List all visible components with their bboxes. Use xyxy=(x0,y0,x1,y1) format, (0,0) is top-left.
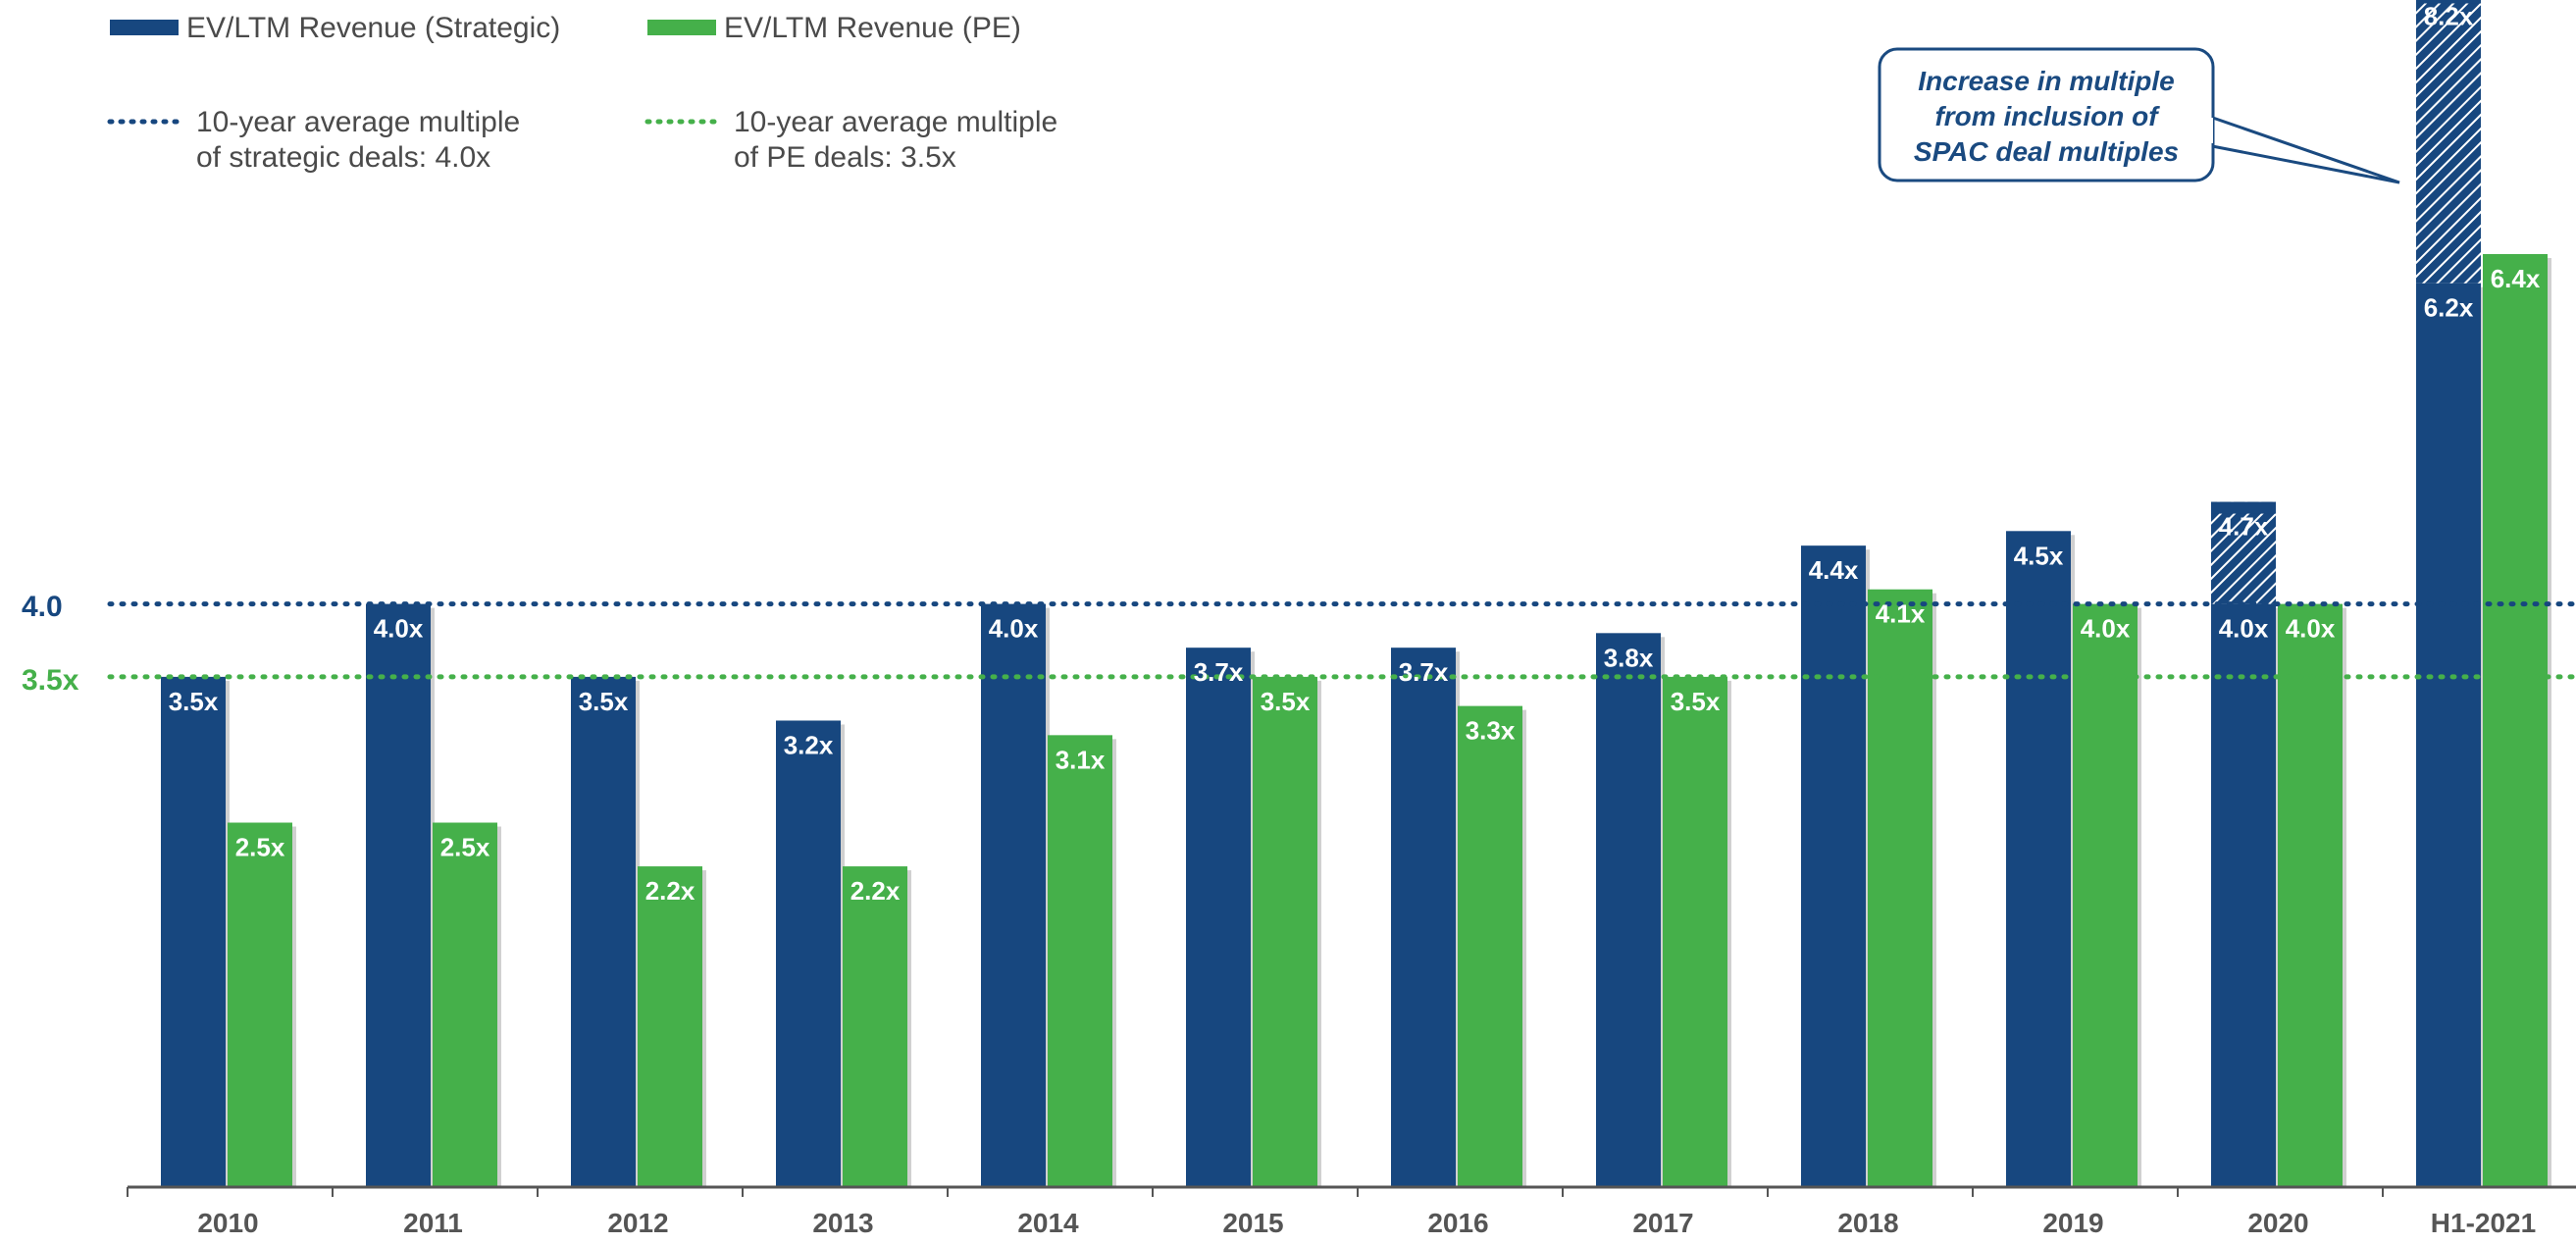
bar-label-strategic-2018: 4.4x xyxy=(1809,555,1859,585)
tick-label-2020: 2020 xyxy=(2247,1208,2308,1238)
bar-pe-2015 xyxy=(1253,676,1317,1187)
bar-strategic-2010 xyxy=(161,676,226,1187)
bar-spac-increment-H1-2021 xyxy=(2416,0,2481,284)
bar-label-pe-2016: 3.3x xyxy=(1466,716,1516,746)
bar-label-pe-2011: 2.5x xyxy=(440,833,490,862)
legend: EV/LTM Revenue (Strategic) EV/LTM Revenu… xyxy=(107,12,1057,174)
bar-label-spac-2020: 4.7x xyxy=(2219,512,2269,542)
callout-line3: SPAC deal multiples xyxy=(1914,136,2179,167)
bar-pe-2010 xyxy=(228,822,292,1187)
bar-label-strategic-2012: 3.5x xyxy=(579,687,629,716)
bar-strategic-2019 xyxy=(2006,531,2071,1187)
bar-label-strategic-2019: 4.5x xyxy=(2014,541,2064,570)
bar-spac-cap-2020 xyxy=(2211,501,2276,514)
callout-line2: from inclusion of xyxy=(1934,101,2160,131)
legend-label-pe: EV/LTM Revenue (PE) xyxy=(724,12,1021,44)
bar-strategic-2015 xyxy=(1186,648,1251,1187)
bar-label-strategic-2013: 3.2x xyxy=(784,730,834,759)
bar-spac-cap-H1-2021 xyxy=(2416,0,2481,4)
bar-label-pe-2017: 3.5x xyxy=(1671,687,1721,716)
legend-avg-strategic-line1: 10-year average multiple xyxy=(196,106,520,138)
bar-pe-2016 xyxy=(1458,705,1522,1187)
bar-strategic-2013 xyxy=(776,720,841,1187)
avg-pe-label: 3.5x xyxy=(22,664,79,697)
tick-label-2010: 2010 xyxy=(197,1208,258,1238)
bar-label-pe-2015: 3.5x xyxy=(1261,687,1311,716)
tick-label-2017: 2017 xyxy=(1632,1208,1693,1238)
bar-label-pe-H1-2021: 6.4x xyxy=(2491,264,2541,293)
bar-pe-2013 xyxy=(843,866,907,1187)
legend-avg-pe-line1: 10-year average multiple xyxy=(734,106,1057,138)
bar-strategic-2012 xyxy=(571,676,636,1187)
tick-label-H1-2021: H1-2021 xyxy=(2431,1208,2536,1238)
bar-label-strategic-2011: 4.0x xyxy=(374,614,424,644)
reference-lines xyxy=(107,601,2576,680)
legend-swatch-strategic xyxy=(110,20,179,35)
bar-pe-2019 xyxy=(2073,603,2138,1187)
bar-spac-increment-2020 xyxy=(2211,501,2276,604)
bar-label-strategic-2010: 3.5x xyxy=(169,687,219,716)
bar-label-strategic-H1-2021: 6.2x xyxy=(2424,293,2474,323)
bar-label-pe-2014: 3.1x xyxy=(1056,745,1106,774)
callout-pointer xyxy=(2206,114,2400,184)
bar-label-pe-2013: 2.2x xyxy=(850,876,901,906)
bar-strategic-2020 xyxy=(2211,603,2276,1187)
bar-label-spac-H1-2021: 8.2x xyxy=(2424,1,2474,30)
legend-avg-strategic-line2: of strategic deals: 4.0x xyxy=(196,141,490,174)
bar-label-strategic-2020: 4.0x xyxy=(2219,614,2269,644)
bar-label-strategic-2017: 3.8x xyxy=(1604,643,1654,672)
bar-pe-2011 xyxy=(433,822,497,1187)
callout-box xyxy=(1878,47,2215,182)
tick-label-2018: 2018 xyxy=(1837,1208,1898,1238)
bar-label-strategic-2016: 3.7x xyxy=(1399,657,1449,687)
avg-strategic-label: 4.0 xyxy=(22,591,63,623)
bar-strategic-2011 xyxy=(366,603,431,1187)
tick-label-2011: 2011 xyxy=(403,1208,463,1238)
bar-label-pe-2010: 2.5x xyxy=(235,833,285,862)
tick-label-2019: 2019 xyxy=(2042,1208,2103,1238)
bar-labels: 3.5x 2.5x 4.0x 2.5x 3.5x 2.2x 3.2x 2.2x 4.0x 3.1x… xyxy=(169,1,2541,906)
legend-avg-pe-line2: of PE deals: 3.5x xyxy=(734,141,956,174)
bar-pe-2012 xyxy=(638,866,702,1187)
legend-label-strategic: EV/LTM Revenue (Strategic) xyxy=(186,12,560,44)
spac-callout: Increase in multiple from inclusion of S… xyxy=(1878,47,2400,184)
bar-label-strategic-2015: 3.7x xyxy=(1194,657,1244,687)
callout-line1: Increase in multiple xyxy=(1918,66,2174,96)
bar-pe-2014 xyxy=(1048,735,1112,1187)
bar-strategic-H1-2021 xyxy=(2416,283,2481,1187)
bar-pe-H1-2021 xyxy=(2483,253,2548,1188)
x-axis: 2010 2011 2012 2013 2014 2015 2016 2017 2018 2019… xyxy=(127,1185,2576,1238)
tick-label-2012: 2012 xyxy=(607,1208,668,1238)
bar-pe-2020 xyxy=(2278,603,2343,1187)
bar-strategic-2017 xyxy=(1596,633,1661,1187)
bar-label-pe-2019: 4.0x xyxy=(2081,614,2131,644)
tick-label-2016: 2016 xyxy=(1427,1208,1488,1238)
bar-label-strategic-2014: 4.0x xyxy=(989,614,1039,644)
bar-label-pe-2020: 4.0x xyxy=(2286,614,2336,644)
bar-pe-2018 xyxy=(1868,589,1932,1187)
bar-label-pe-2018: 4.1x xyxy=(1876,599,1926,629)
tick-label-2013: 2013 xyxy=(812,1208,873,1238)
bar-strategic-2018 xyxy=(1801,545,1866,1187)
bar-strategic-2016 xyxy=(1391,648,1456,1187)
bar-pe-2017 xyxy=(1663,676,1727,1187)
tick-label-2015: 2015 xyxy=(1222,1208,1283,1238)
bar-label-pe-2012: 2.2x xyxy=(645,876,696,906)
tick-label-2014: 2014 xyxy=(1017,1208,1079,1238)
legend-swatch-pe xyxy=(647,20,716,35)
bar-strategic-2014 xyxy=(981,603,1046,1187)
bars-layer xyxy=(161,0,2551,1188)
